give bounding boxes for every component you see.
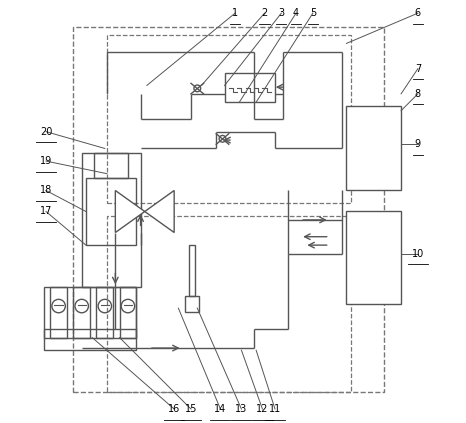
Bar — [44, 329, 137, 350]
Text: 20: 20 — [40, 126, 52, 137]
Text: 19: 19 — [40, 156, 52, 166]
Text: 14: 14 — [214, 404, 226, 414]
Text: 5: 5 — [310, 8, 316, 18]
Bar — [86, 178, 137, 245]
Bar — [346, 212, 401, 304]
Text: 13: 13 — [235, 404, 247, 414]
Bar — [107, 35, 350, 203]
Polygon shape — [145, 190, 174, 233]
Bar — [96, 287, 113, 338]
Text: 4: 4 — [293, 8, 299, 18]
Bar — [50, 287, 67, 338]
Bar — [225, 73, 275, 102]
Text: 16: 16 — [168, 404, 180, 414]
Text: 1: 1 — [232, 8, 238, 18]
Text: 12: 12 — [256, 404, 268, 414]
Text: 10: 10 — [412, 249, 424, 258]
Text: 7: 7 — [415, 63, 421, 74]
Text: 17: 17 — [40, 206, 52, 217]
Text: 8: 8 — [415, 89, 421, 99]
Polygon shape — [116, 190, 145, 233]
Text: 9: 9 — [415, 139, 421, 149]
Bar — [346, 107, 401, 190]
Text: 3: 3 — [278, 8, 284, 18]
Bar — [189, 245, 195, 296]
Bar — [82, 153, 141, 287]
Bar — [73, 287, 90, 338]
Bar — [44, 287, 137, 338]
Bar — [120, 287, 137, 338]
Text: 15: 15 — [185, 404, 197, 414]
Text: 6: 6 — [415, 8, 421, 18]
Text: 2: 2 — [261, 8, 267, 18]
Text: 18: 18 — [40, 186, 52, 195]
Bar — [94, 153, 128, 178]
Bar — [185, 296, 199, 312]
Bar — [107, 216, 350, 392]
Bar — [73, 27, 384, 392]
Text: 11: 11 — [269, 404, 281, 414]
